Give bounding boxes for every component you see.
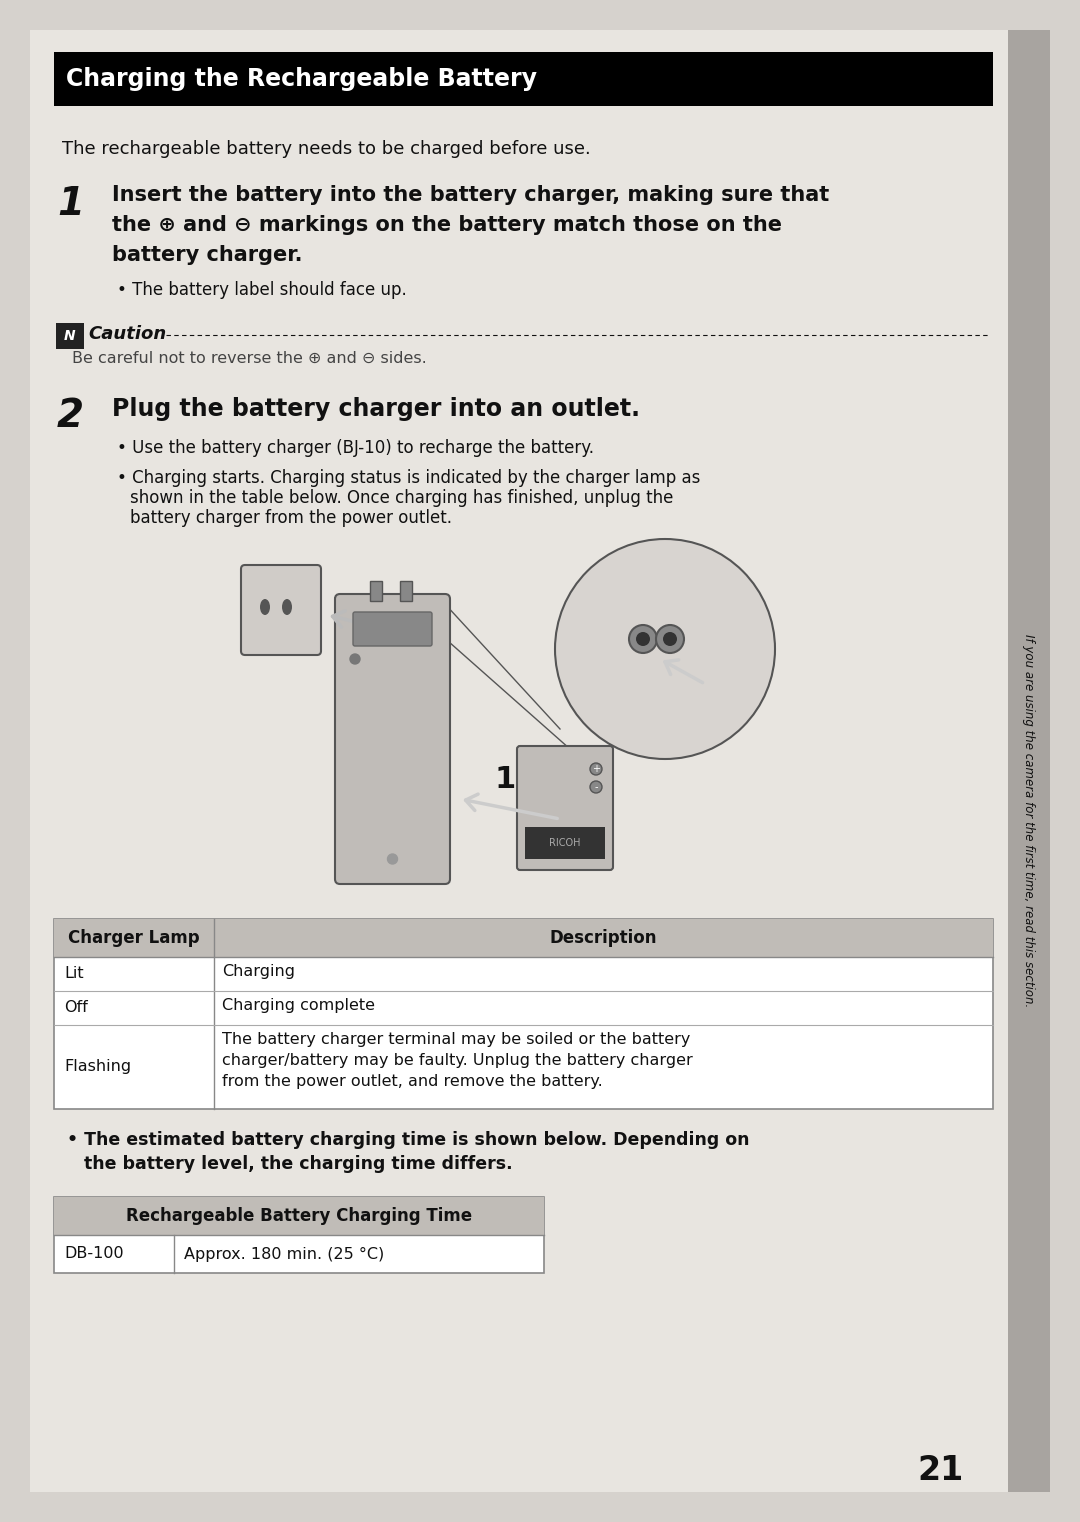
Text: 2.: 2.	[332, 595, 365, 624]
Bar	[54, 919, 993, 1110]
Bar	[525, 826, 605, 858]
Text: -: -	[594, 782, 597, 791]
FancyBboxPatch shape	[353, 612, 432, 645]
Circle shape	[636, 632, 650, 645]
Text: Charging the Rechargeable Battery: Charging the Rechargeable Battery	[66, 67, 537, 91]
Text: Approx. 180 min. (25 °C): Approx. 180 min. (25 °C)	[184, 1247, 384, 1262]
Circle shape	[663, 632, 677, 645]
Text: • Charging starts. Charging status is indicated by the charger lamp as: • Charging starts. Charging status is in…	[117, 469, 700, 487]
Ellipse shape	[260, 600, 270, 615]
Bar	[54, 1196, 544, 1234]
Text: the ⊕ and ⊖ markings on the battery match those on the: the ⊕ and ⊖ markings on the battery matc…	[112, 215, 782, 234]
Circle shape	[629, 626, 657, 653]
Bar	[1008, 30, 1050, 1492]
Bar	[56, 323, 84, 349]
Circle shape	[656, 626, 684, 653]
FancyArrowPatch shape	[465, 794, 557, 819]
Text: battery charger from the power outlet.: battery charger from the power outlet.	[130, 508, 453, 527]
Text: The rechargeable battery needs to be charged before use.: The rechargeable battery needs to be cha…	[62, 140, 591, 158]
Text: the battery level, the charging time differs.: the battery level, the charging time dif…	[84, 1155, 513, 1173]
FancyArrowPatch shape	[333, 610, 387, 630]
Bar	[54, 919, 993, 957]
Text: Caution: Caution	[87, 326, 166, 342]
Circle shape	[590, 763, 602, 775]
Text: Rechargeable Battery Charging Time: Rechargeable Battery Charging Time	[126, 1207, 472, 1225]
Text: Lit: Lit	[64, 966, 83, 982]
Text: Description: Description	[550, 928, 658, 947]
Text: Charging: Charging	[222, 963, 295, 979]
FancyBboxPatch shape	[517, 746, 613, 871]
Text: 21: 21	[917, 1454, 963, 1487]
Text: Flashing: Flashing	[64, 1059, 131, 1075]
Text: If you are using the camera for the first time, read this section.: If you are using the camera for the firs…	[1023, 635, 1036, 1008]
Text: • Use the battery charger (BJ-10) to recharge the battery.: • Use the battery charger (BJ-10) to rec…	[117, 438, 594, 457]
Text: Insert the battery into the battery charger, making sure that: Insert the battery into the battery char…	[112, 186, 829, 205]
Circle shape	[590, 781, 602, 793]
Circle shape	[388, 854, 397, 864]
Ellipse shape	[282, 600, 292, 615]
FancyBboxPatch shape	[241, 565, 321, 654]
Bar	[54, 1196, 544, 1272]
Text: RICOH: RICOH	[550, 839, 581, 848]
Text: Off: Off	[64, 1000, 87, 1015]
Text: +: +	[592, 764, 600, 775]
Text: DB-100: DB-100	[64, 1247, 123, 1262]
Bar	[400, 581, 411, 601]
Text: 1: 1	[57, 186, 84, 224]
Text: shown in the table below. Once charging has finished, unplug the: shown in the table below. Once charging …	[130, 489, 673, 507]
Text: Plug the battery charger into an outlet.: Plug the battery charger into an outlet.	[112, 397, 640, 422]
Bar	[54, 52, 993, 107]
Text: N: N	[64, 329, 76, 342]
Text: Charging complete: Charging complete	[222, 998, 375, 1014]
Text: The battery charger terminal may be soiled or the battery
charger/battery may be: The battery charger terminal may be soil…	[222, 1032, 692, 1090]
Text: 1.: 1.	[495, 764, 528, 793]
FancyBboxPatch shape	[335, 594, 450, 884]
Bar	[370, 581, 382, 601]
Text: • The battery label should face up.: • The battery label should face up.	[117, 282, 407, 298]
Circle shape	[555, 539, 775, 759]
Text: Be careful not to reverse the ⊕ and ⊖ sides.: Be careful not to reverse the ⊕ and ⊖ si…	[72, 352, 427, 365]
FancyArrowPatch shape	[665, 661, 703, 683]
Text: 2: 2	[57, 397, 84, 435]
Text: battery charger.: battery charger.	[112, 245, 302, 265]
Circle shape	[350, 654, 360, 664]
Text: Charger Lamp: Charger Lamp	[68, 928, 200, 947]
Text: • The estimated battery charging time is shown below. Depending on: • The estimated battery charging time is…	[67, 1131, 750, 1149]
